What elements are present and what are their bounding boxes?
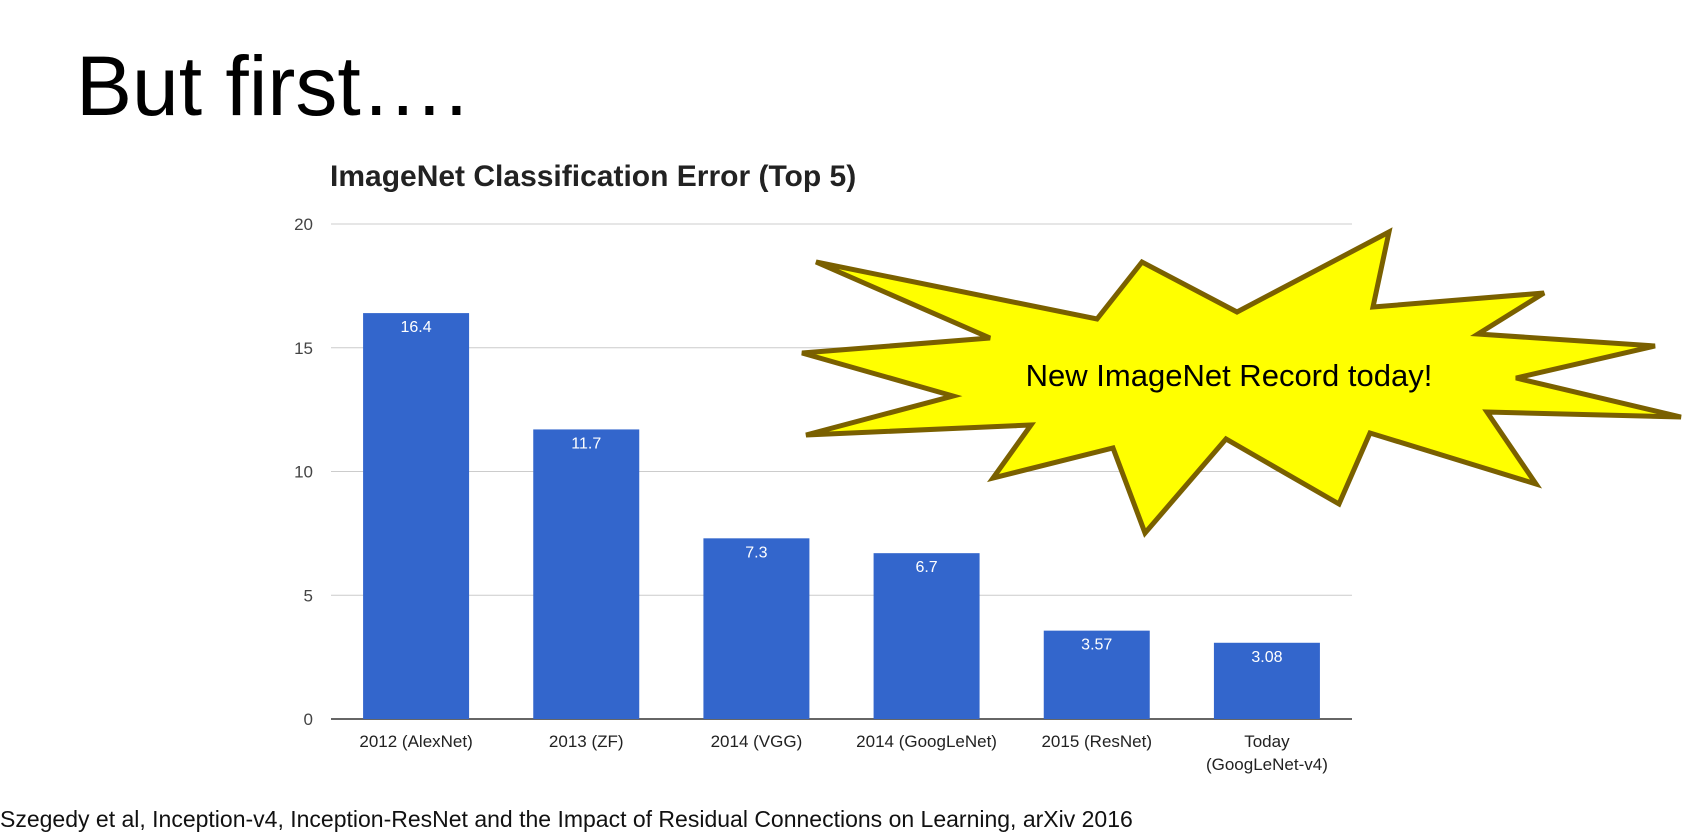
bar-value-labels: 16.4 11.7 7.3 6.7 3.57 3.08	[401, 319, 1283, 666]
x-tick-label: 2014 (GoogLeNet)	[856, 732, 997, 751]
citation: Szegedy et al, Inception-v4, Inception-R…	[0, 806, 1133, 832]
chart-title: ImageNet Classification Error (Top 5)	[330, 160, 857, 193]
bar	[363, 313, 470, 719]
bars	[363, 313, 1320, 719]
bar	[533, 429, 640, 719]
slide-title: But first….	[76, 39, 469, 133]
starburst-shape	[801, 227, 1682, 538]
bar-value-label: 16.4	[401, 319, 432, 336]
y-tick-label: 15	[294, 339, 313, 358]
y-tick-label: 0	[304, 710, 313, 729]
y-tick-label: 20	[294, 215, 313, 234]
x-tick-label: 2014 (VGG)	[711, 732, 803, 751]
x-tick-label: 2013 (ZF)	[549, 732, 624, 751]
x-tick-label: Today	[1244, 732, 1290, 751]
y-axis-ticks: 0 5 10 15 20	[294, 215, 313, 729]
bar-value-label: 3.57	[1081, 637, 1112, 654]
x-tick-label: (GoogLeNet-v4)	[1206, 755, 1328, 774]
bar-value-label: 7.3	[745, 544, 767, 561]
bar	[703, 538, 810, 719]
y-tick-label: 10	[294, 463, 313, 482]
x-tick-label: 2012 (AlexNet)	[359, 732, 472, 751]
bar	[1043, 630, 1150, 719]
x-axis-ticks: 2012 (AlexNet) 2013 (ZF) 2014 (VGG) 2014 (G…	[359, 732, 1327, 774]
bar-value-label: 3.08	[1251, 649, 1282, 666]
starburst-callout: New ImageNet Record today!	[801, 227, 1682, 538]
bar	[1213, 642, 1320, 719]
y-tick-label: 5	[304, 586, 313, 605]
bar-value-label: 11.7	[571, 435, 601, 452]
x-tick-label: 2015 (ResNet)	[1041, 732, 1152, 751]
bar-value-label: 6.7	[915, 559, 937, 576]
callout-text: New ImageNet Record today!	[1026, 358, 1433, 393]
bar	[873, 553, 980, 719]
